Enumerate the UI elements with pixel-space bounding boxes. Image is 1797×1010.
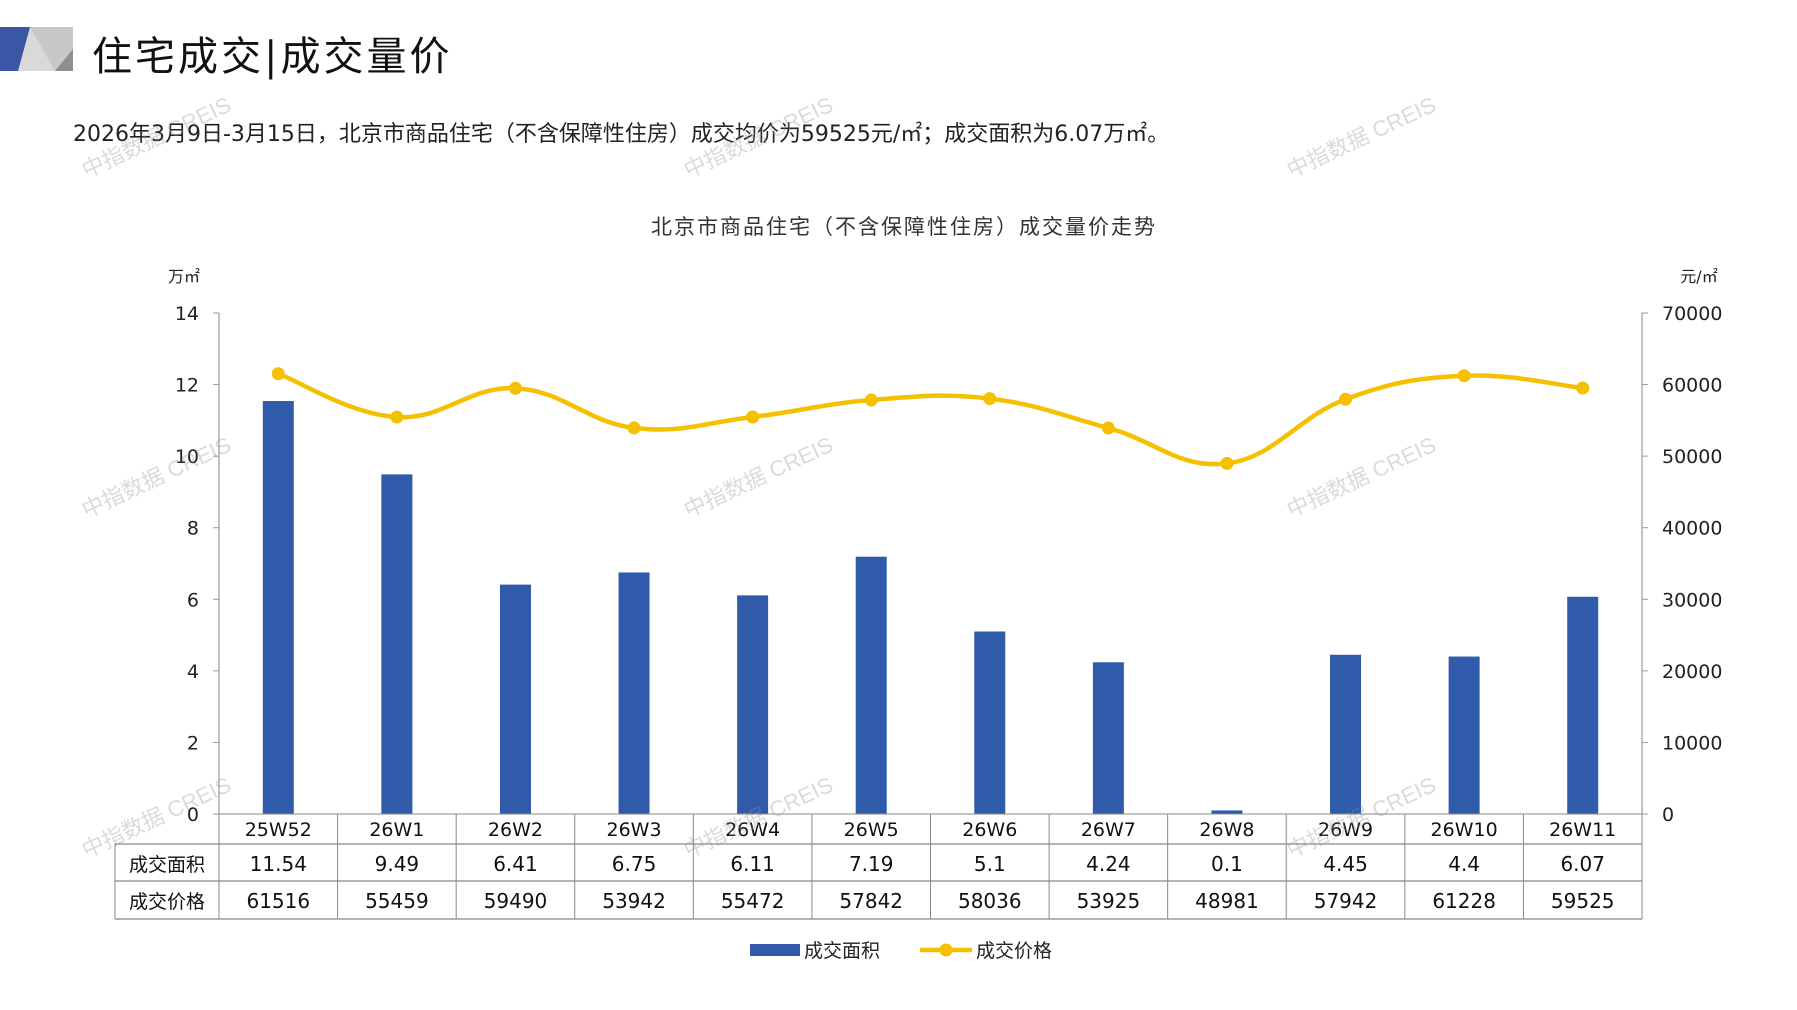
bar-26W2 [499,584,531,814]
y-left-tick-label: 14 [175,303,199,325]
area-cell: 4.4 [1448,852,1480,876]
x-tick-label: 26W7 [1081,819,1136,841]
y-left-tick-label: 8 [187,518,199,540]
area-cell: 4.24 [1086,852,1131,876]
price-point-26W2 [508,381,522,395]
area-cell: 6.41 [493,852,538,876]
x-tick-label: 26W3 [607,819,662,841]
y-left-tick-label: 0 [187,804,199,826]
legend-price-label: 成交价格 [976,940,1052,962]
bar-26W8 [1211,810,1243,814]
price-point-26W10 [1457,369,1471,383]
y-left-tick-label: 4 [187,661,199,683]
price-cell: 59490 [484,889,548,913]
x-tick-label: 26W8 [1199,819,1254,841]
y-right-tick-label: 30000 [1662,589,1722,611]
price-cell: 61516 [246,889,310,913]
price-point-26W8 [1220,456,1234,470]
y-right-tick-label: 60000 [1662,375,1722,397]
bar-26W7 [1092,662,1124,814]
legend-area-label: 成交面积 [804,940,880,962]
area-cell: 9.49 [375,852,420,876]
logo-icon [0,27,73,71]
price-cell: 55472 [721,889,785,913]
price-cell: 53942 [602,889,666,913]
bar-26W4 [737,595,769,814]
x-tick-label: 25W52 [245,819,312,841]
area-cell: 0.1 [1211,852,1243,876]
area-cell: 5.1 [974,852,1006,876]
price-cell: 58036 [958,889,1022,913]
x-tick-label: 26W4 [725,819,780,841]
bar-26W3 [618,572,650,814]
row-header-area: 成交面积 [129,854,205,876]
y-left-axis-label: 万㎡ [168,267,200,286]
price-point-26W7 [1101,421,1115,435]
bar-26W10 [1448,656,1480,814]
y-right-tick-label: 50000 [1662,446,1722,468]
price-point-26W5 [864,393,878,407]
price-cell: 55459 [365,889,429,913]
bar-26W6 [974,631,1006,814]
page-title: 住宅成交|成交量价 [92,34,453,80]
x-tick-label: 26W2 [488,819,543,841]
price-point-26W1 [390,410,404,424]
price-point-26W11 [1576,381,1590,395]
y-left-tick-label: 12 [175,375,199,397]
bar-25W52 [262,401,294,814]
y-right-tick-label: 0 [1662,804,1674,826]
legend-bar-swatch [750,944,800,956]
area-cell: 4.45 [1323,852,1368,876]
summary-text: 2026年3月9日-3月15日，北京市商品住宅（不含保障性住房）成交均价为595… [73,122,1170,147]
x-tick-label: 26W6 [962,819,1017,841]
price-point-25W52 [271,367,285,381]
price-cell: 59525 [1551,889,1615,913]
area-cell: 6.07 [1560,852,1605,876]
x-tick-label: 26W10 [1431,819,1498,841]
y-left-tick-label: 10 [175,446,199,468]
bar-26W5 [855,556,887,814]
y-left-tick-label: 2 [187,732,199,754]
price-cell: 57942 [1314,889,1378,913]
x-tick-label: 26W11 [1549,819,1616,841]
y-left-tick-label: 6 [187,589,199,611]
price-point-26W9 [1339,392,1353,406]
bar-26W11 [1567,596,1599,814]
price-point-26W3 [627,421,641,435]
bar-26W1 [381,474,413,814]
x-tick-label: 26W1 [369,819,424,841]
price-cell: 61228 [1432,889,1496,913]
price-cell: 57842 [839,889,903,913]
y-right-tick-label: 20000 [1662,661,1722,683]
bar-26W9 [1330,654,1362,814]
legend-line-marker [939,943,953,957]
price-cell: 48981 [1195,889,1259,913]
area-cell: 7.19 [849,852,894,876]
area-cell: 6.11 [730,852,775,876]
price-point-26W4 [746,410,760,424]
x-tick-label: 26W9 [1318,819,1373,841]
price-line [277,371,1583,467]
row-header-price: 成交价格 [129,891,205,913]
area-cell: 6.75 [612,852,657,876]
y-right-tick-label: 40000 [1662,518,1722,540]
y-right-tick-label: 10000 [1662,732,1722,754]
price-cell: 53925 [1077,889,1141,913]
y-right-tick-label: 70000 [1662,303,1722,325]
price-point-26W6 [983,392,997,406]
area-cell: 11.54 [250,852,307,876]
y-right-axis-label: 元/㎡ [1680,267,1717,286]
chart-title: 北京市商品住宅（不含保障性住房）成交量价走势 [651,215,1157,239]
x-tick-label: 26W5 [844,819,899,841]
